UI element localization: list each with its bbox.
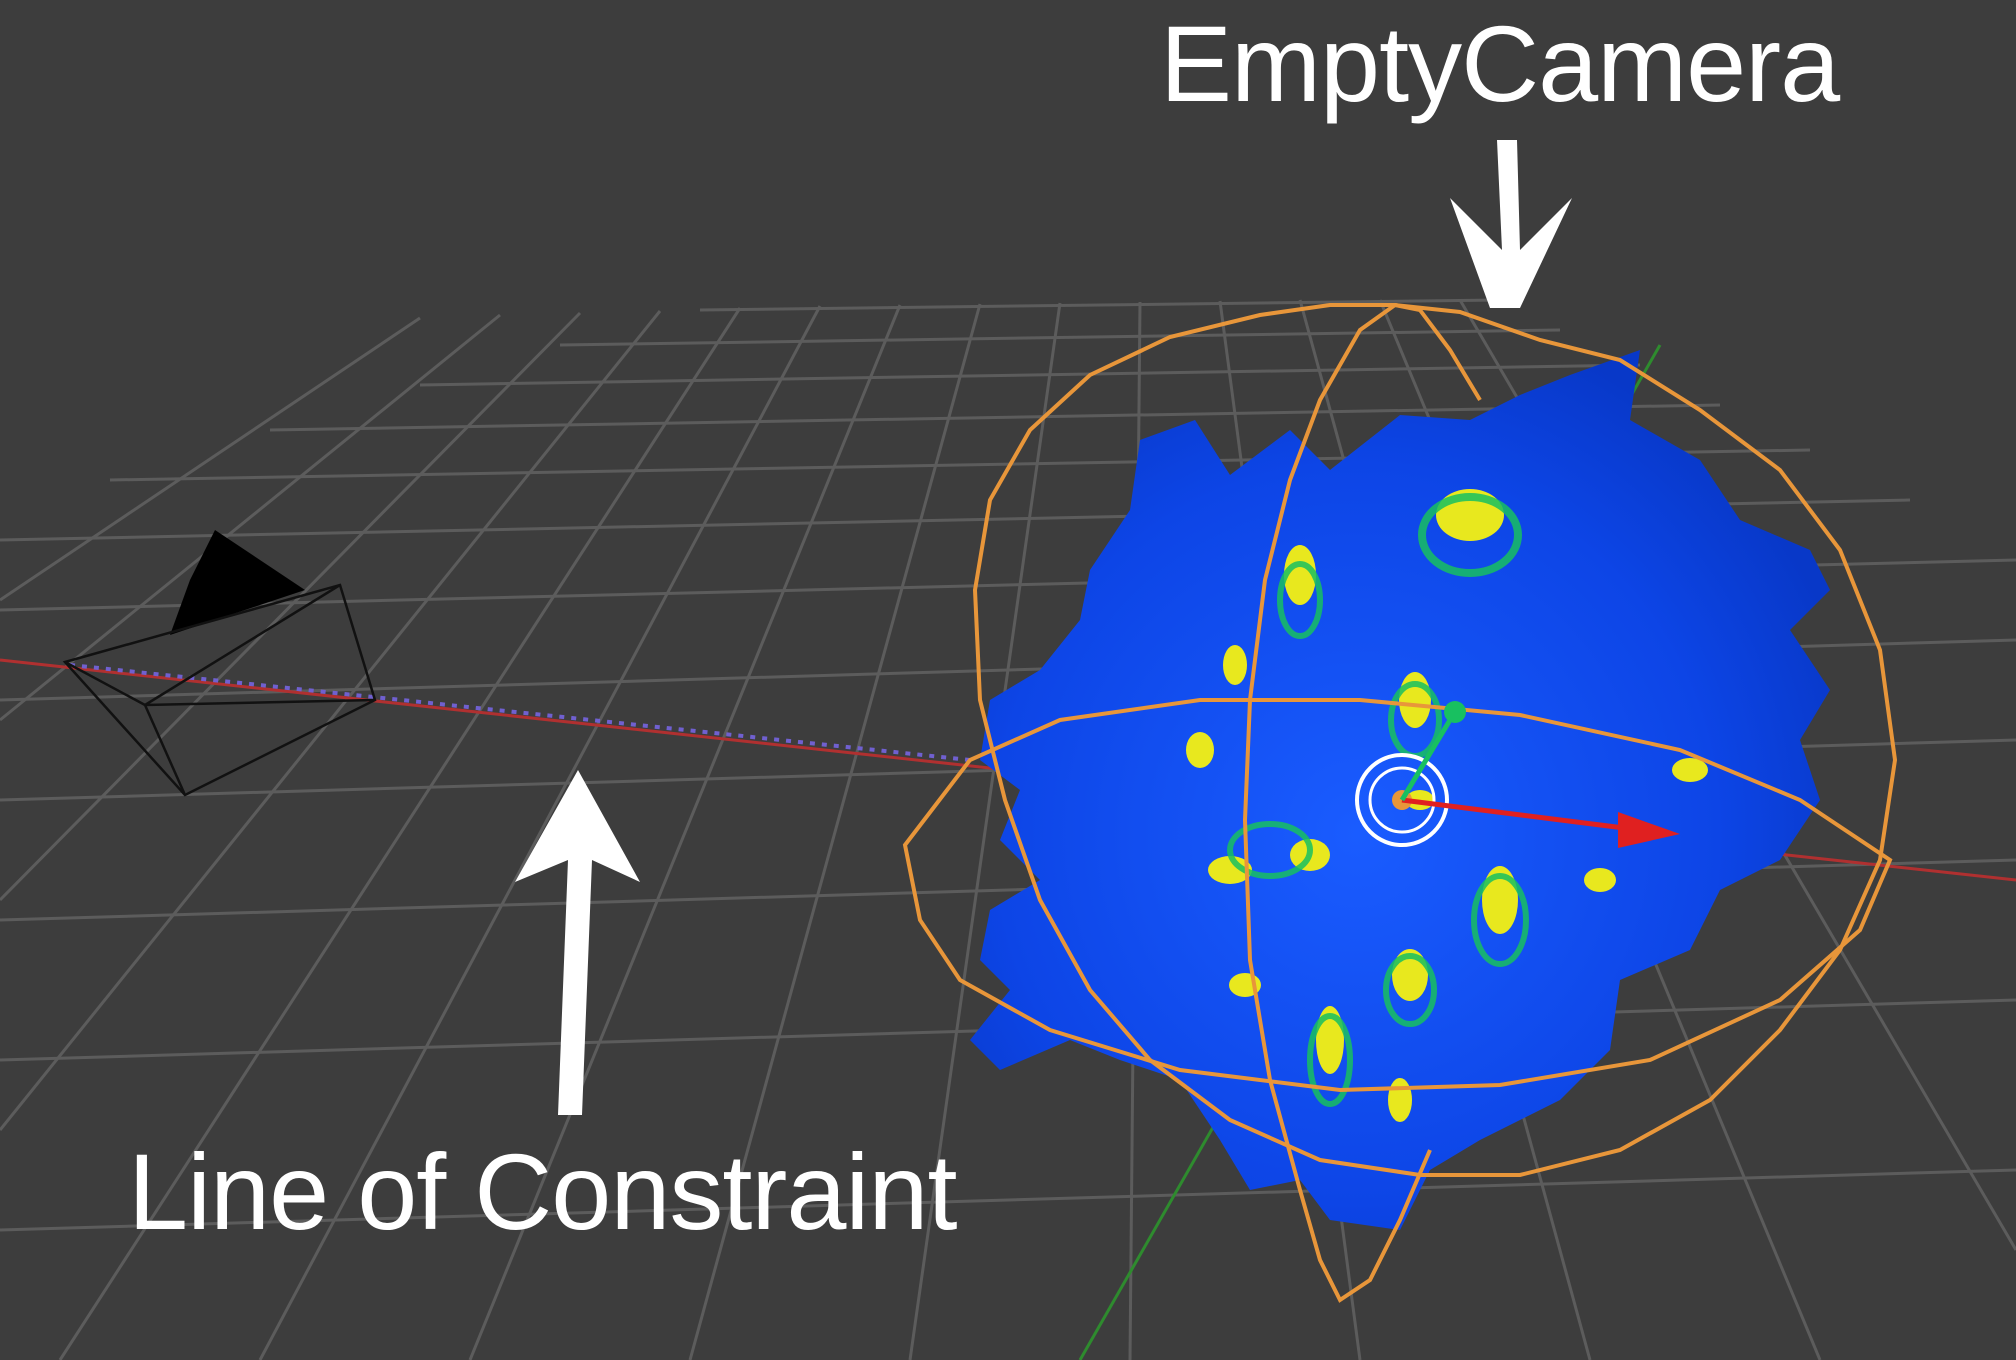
line-of-constraint-label: Line of Constraint: [128, 1131, 957, 1252]
transform-gizmo[interactable]: [1399, 701, 1680, 848]
arrow-up-icon: [515, 770, 640, 1115]
constraint-line: [69, 663, 971, 762]
mesh-object[interactable]: [970, 350, 1830, 1230]
sphere-empty-icon[interactable]: [902, 303, 1898, 1303]
arrow-down-icon: [1450, 140, 1572, 308]
ground-grid: [0, 298, 2016, 1360]
empty-camera-label: EmptyCamera: [1160, 3, 1840, 124]
camera-icon[interactable]: [62, 530, 377, 797]
